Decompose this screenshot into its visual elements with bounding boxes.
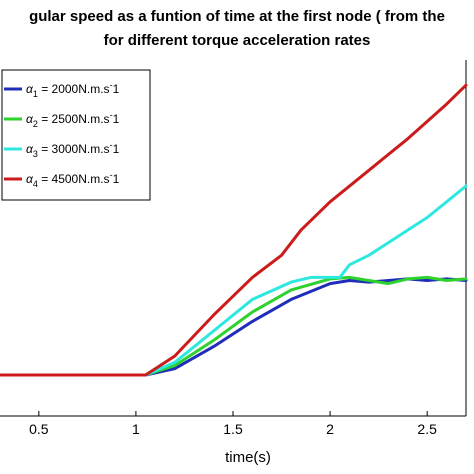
- chart-title-line-2: for different torque acceleration rates: [103, 32, 371, 49]
- x-tick-label: 2: [326, 421, 334, 437]
- x-tick-label: 2.5: [417, 421, 437, 437]
- legend-entry-1: α1 = 2000N.m.s-1: [26, 80, 120, 99]
- legend-entry-4: α4 = 4500N.m.s-1: [26, 170, 120, 189]
- x-axis-label: time(s): [225, 449, 271, 466]
- series-line-2: [0, 275, 468, 377]
- series-line-1: [0, 277, 468, 377]
- legend-box: [1, 69, 151, 201]
- x-tick-label: 1: [132, 421, 140, 437]
- x-tick-label: 0.5: [29, 421, 49, 437]
- x-tick-label: 1.5: [223, 421, 243, 437]
- series-line-3: [0, 184, 468, 377]
- legend-entry-2: α2 = 2500N.m.s-1: [26, 110, 120, 129]
- chart-title-line-1: gular speed as a funtion of time at the …: [29, 8, 445, 25]
- legend-entry-3: α3 = 3000N.m.s-1: [26, 140, 120, 159]
- series-line-4: [0, 83, 468, 377]
